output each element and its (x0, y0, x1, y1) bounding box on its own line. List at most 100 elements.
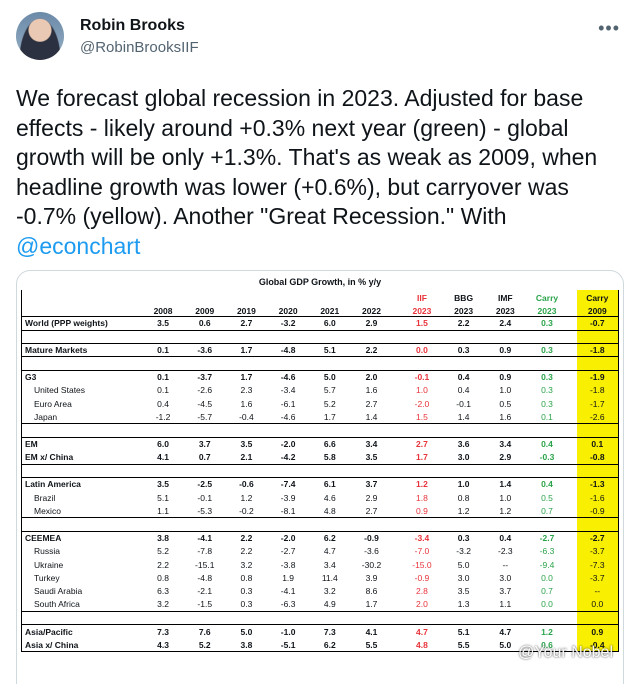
row-gap (567, 436, 577, 451)
spacer-cell (568, 464, 577, 477)
table-cell: 0.3 (526, 316, 568, 331)
table-cell: 1.5 (401, 410, 443, 425)
row-label: EM (20, 436, 136, 451)
column-header (184, 290, 226, 303)
table-cell: 0.4 (526, 436, 568, 451)
table-cell: -1.8 (576, 383, 619, 398)
spacer-cell (576, 330, 619, 344)
spacer-cell (351, 464, 393, 477)
spacer-cell (20, 517, 136, 532)
tweet-body: We forecast global recession in 2023. Ad… (16, 85, 598, 229)
table-cell: 1.0 (416, 385, 428, 396)
table-cell: 2.2 (442, 316, 485, 331)
table-cell: 5.1 (157, 492, 169, 503)
author-handle[interactable]: @RobinBrooksIIF (80, 39, 199, 56)
table-cell: -3.4 (280, 385, 296, 396)
table-cell: 7.6 (183, 624, 226, 639)
spacer-cell (142, 518, 184, 531)
table-cell: 3.8 (225, 638, 268, 653)
spacer-cell (136, 464, 143, 477)
table-cell: 4.8 (308, 504, 351, 519)
row-label: Latin America (20, 476, 136, 491)
spacer-cell (392, 464, 401, 477)
spacer-cell (351, 518, 393, 531)
table-cell: 1.7 (225, 369, 268, 384)
author-name[interactable]: Robin Brooks (80, 17, 185, 34)
spacer-cell (351, 611, 393, 624)
table-cell: 1.2 (401, 476, 443, 491)
table-cell: 5.1 (308, 343, 351, 358)
row-label: Mature Markets (20, 343, 136, 358)
table-cell: 2.9 (365, 492, 378, 503)
row-gap (568, 544, 577, 557)
table-cell: 0.4 (526, 476, 568, 491)
spacer-cell (226, 424, 268, 437)
table-cell: -1.6 (576, 490, 619, 505)
table-cell: 2.9 (484, 450, 527, 465)
table-cell: 1.4 (442, 410, 485, 425)
table-cell: -30.2 (361, 559, 382, 570)
table-cell: 5.2 (323, 398, 336, 409)
table-cell: 2.2 (157, 559, 169, 570)
table-cell: -1.3 (576, 476, 619, 491)
spacer-cell (484, 464, 526, 477)
tweet-image[interactable]: Global GDP Growth, in % y/y IIF BBG IMF Car… (16, 270, 624, 684)
column-header (309, 290, 351, 303)
column-header (142, 290, 184, 303)
column-header: 2019 (225, 303, 268, 318)
row-gap (392, 504, 402, 519)
table-cell: 1.5 (401, 316, 443, 331)
column-header: 2023 (442, 303, 485, 318)
row-gap (392, 397, 401, 410)
table-cell: 3.2 (142, 597, 184, 612)
table-cell: -2.7 (576, 530, 619, 545)
table-cell: 2.8 (416, 586, 428, 597)
row-gap (568, 384, 577, 397)
row-label: Euro Area (20, 397, 136, 411)
table-cell: 5.1 (442, 624, 485, 639)
column-header: IIF (416, 293, 427, 304)
row-label: South Africa (20, 597, 136, 612)
spacer-cell (351, 424, 393, 437)
table-cell: -4.8 (197, 572, 213, 583)
table-row: Euro Area 0.4 -4.5 1.6 -6.1 5.2 2.7 -2.0 -0.1 0.5… (20, 397, 619, 411)
mention-link[interactable]: @econchart (16, 232, 141, 259)
row-gap (567, 597, 577, 612)
table-cell: 0.5 (499, 398, 512, 409)
table-cell: 1.2 (484, 504, 527, 519)
spacer-row (20, 330, 619, 344)
spacer-cell (267, 330, 309, 343)
table-cell: -5.1 (267, 638, 309, 653)
header-label (20, 303, 136, 318)
spacer-cell (443, 357, 485, 370)
ellipsis-icon[interactable]: ••• (598, 18, 620, 38)
table-cell: 0.7 (526, 504, 568, 519)
table-row: Turkey 0.8 -4.8 0.8 1.9 11.4 3.9 -0.9 3.0 3.0 0.0 -… (20, 571, 619, 585)
table-cell: 7.3 (308, 624, 351, 639)
spacer-cell (184, 611, 226, 624)
row-gap (568, 491, 577, 504)
table-cell: 3.7 (350, 476, 393, 491)
table-cell: -0.1 (401, 369, 443, 384)
row-gap (136, 558, 143, 571)
row-gap (136, 585, 143, 598)
table-cell: -3.7 (183, 369, 226, 384)
row-gap (136, 397, 143, 410)
spacer-cell (401, 330, 443, 343)
spacer-cell (309, 357, 351, 370)
column-header: IMF (497, 293, 513, 304)
table-cell: 6.0 (142, 436, 184, 451)
column-header: 2022 (350, 303, 393, 318)
row-gap (567, 638, 577, 653)
table-cell: -2.5 (183, 476, 226, 491)
row-gap (392, 436, 402, 451)
table-cell: 3.5 (457, 586, 470, 597)
table-cell: 3.7 (183, 436, 226, 451)
table-cell: 2.2 (240, 546, 253, 557)
table-cell: 11.4 (321, 572, 338, 583)
avatar[interactable] (16, 12, 64, 60)
table-cell: 0.9 (484, 369, 527, 384)
table-cell: 5.2 (157, 546, 169, 557)
spacer-cell (142, 330, 184, 343)
table-cell: 0.8 (457, 492, 470, 503)
